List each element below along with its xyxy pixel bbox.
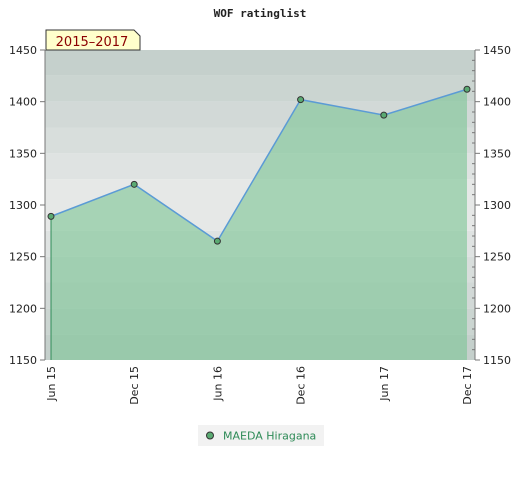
y-tick-label: 1250 [9, 251, 37, 264]
x-axis: Jun 15 Dec 15 Jun 16 Dec 16 Jun 17 Dec 17 [45, 366, 474, 405]
y-tick-label: 1450 [483, 44, 511, 57]
y-tick-label: 1250 [483, 251, 511, 264]
period-badge-label: 2015–2017 [56, 35, 129, 50]
y-tick-label: 1400 [483, 96, 511, 109]
y-tick-label: 1150 [9, 354, 37, 367]
data-point[interactable] [213, 237, 221, 245]
y-tick-label: 1350 [9, 147, 37, 160]
x-tick-label: Dec 16 [295, 366, 308, 405]
legend[interactable]: MAEDA Hiragana [198, 425, 324, 446]
background-band [45, 75, 475, 102]
y-tick-label: 1450 [9, 44, 37, 57]
y-tick-label: 1200 [483, 302, 511, 315]
legend-label: MAEDA Hiragana [223, 430, 316, 443]
data-point[interactable] [47, 212, 55, 220]
y-tick-label: 1150 [483, 354, 511, 367]
series-area [51, 89, 467, 361]
y-tick-label: 1300 [9, 199, 37, 212]
x-tick-label: Dec 15 [128, 366, 141, 405]
x-tick-label: Jun 15 [45, 366, 58, 402]
series-line [50, 88, 468, 243]
x-tick-label: Jun 16 [211, 366, 224, 402]
y-axis-left: 1150 1200 1250 1300 1350 1400 1450 [9, 44, 45, 367]
data-point[interactable] [463, 85, 471, 93]
period-badge: 2015–2017 [45, 29, 141, 51]
data-point[interactable] [297, 96, 305, 104]
x-tick-label: Jun 17 [378, 366, 391, 402]
data-point[interactable] [130, 180, 138, 188]
y-tick-label: 1400 [9, 96, 37, 109]
y-tick-label: 1300 [483, 199, 511, 212]
legend-marker [206, 431, 214, 440]
data-point[interactable] [380, 111, 388, 119]
y-axis-right: 1150 1200 1250 1300 1350 1400 1450 [472, 44, 511, 367]
background-band [45, 50, 475, 76]
series-points [47, 85, 471, 360]
legend-box [198, 425, 324, 446]
y-tick-label: 1350 [483, 147, 511, 160]
period-badge-box [45, 29, 141, 51]
x-tick-label: Dec 17 [461, 366, 474, 405]
y-tick-label: 1200 [9, 302, 37, 315]
chart-title: WOF ratinglist [214, 7, 307, 20]
